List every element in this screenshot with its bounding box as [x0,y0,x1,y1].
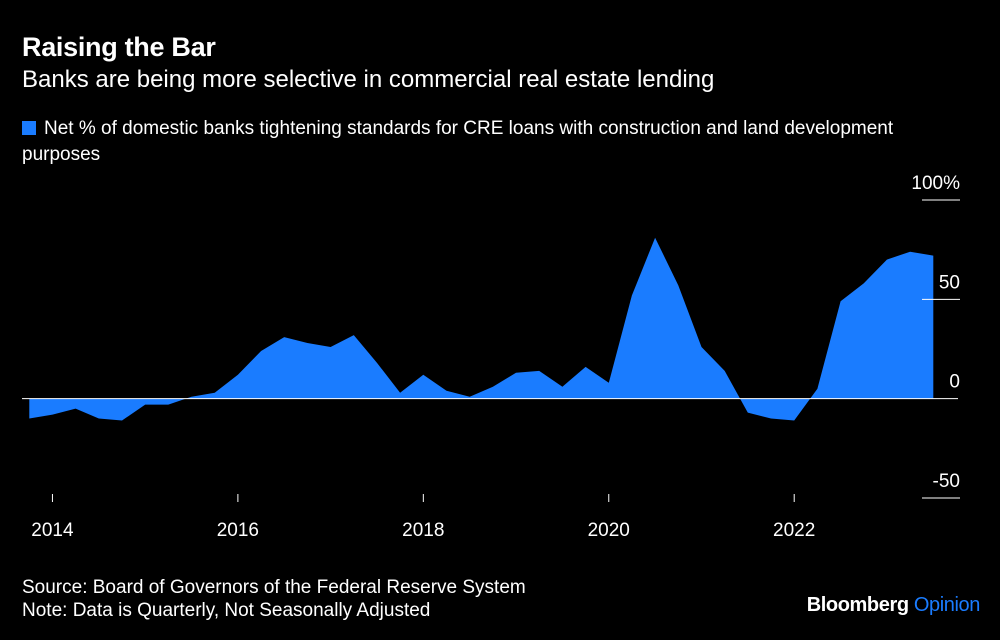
chart-title: Raising the Bar [22,32,216,62]
series-area [29,237,934,421]
chart-subtitle: Banks are being more selective in commer… [22,66,715,93]
x-tick-label: 2018 [402,520,444,541]
x-tick-label: 2022 [773,520,815,541]
x-tick-label: 2014 [31,520,74,541]
footer: Source: Board of Governors of the Federa… [22,576,526,622]
legend-label: Net % of domestic banks tightening stand… [22,118,894,165]
y-tick-label: 50 [939,272,960,293]
brand-logo: Bloomberg Opinion [806,594,981,617]
brand-suffix: Opinion [913,594,981,616]
x-tick-label: 2020 [588,520,630,541]
x-tick-label: 2016 [217,520,259,541]
y-tick-label: 0 [949,372,960,393]
source-note: Source: Board of Governors of the Federa… [22,577,526,598]
legend: Net % of domestic banks tightening stand… [22,116,952,168]
data-note: Note: Data is Quarterly, Not Seasonally … [22,600,431,621]
y-tick-label: -50 [933,471,960,492]
brand-name: Bloomberg [806,594,909,616]
legend-swatch [22,121,36,135]
y-tick-label: 100% [911,173,960,194]
